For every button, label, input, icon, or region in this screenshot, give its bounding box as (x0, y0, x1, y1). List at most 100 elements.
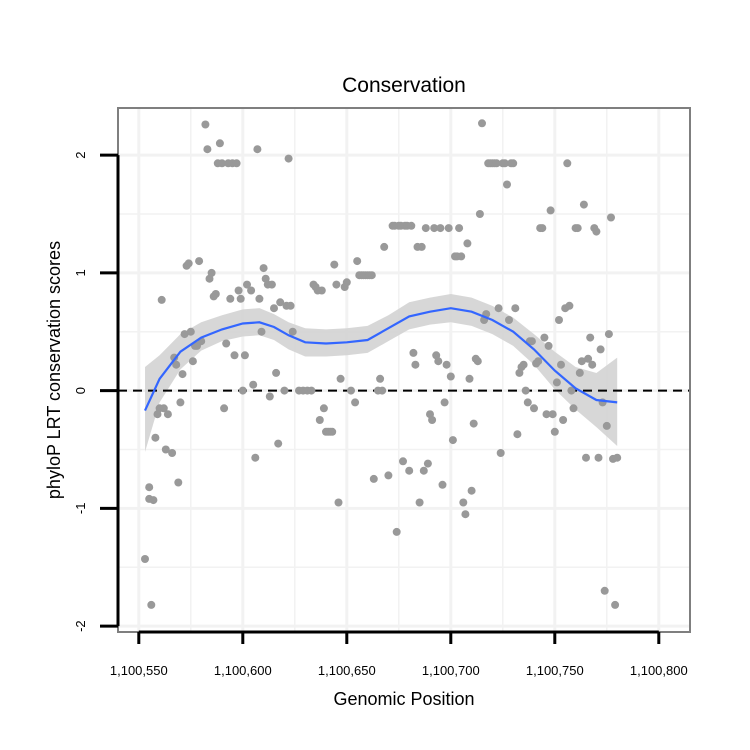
data-point (186, 327, 195, 336)
data-point (399, 457, 407, 466)
data-point (478, 119, 486, 128)
data-point (448, 436, 457, 445)
smooth-line-group (144, 307, 618, 412)
data-point (238, 386, 247, 395)
data-point (392, 527, 401, 536)
y-axis-label: phyloP LRT conservation scores (44, 241, 64, 499)
x-tick-label: 1,100,550 (110, 663, 168, 678)
data-point (288, 327, 297, 336)
data-point (459, 498, 468, 507)
data-point (317, 286, 326, 295)
data-point (336, 374, 345, 383)
data-point (168, 449, 177, 457)
data-point (319, 404, 328, 413)
data-point (147, 600, 156, 609)
data-point (511, 304, 520, 313)
data-point (163, 410, 172, 419)
data-point (575, 368, 584, 377)
data-point (265, 392, 274, 401)
y-tick-label: 1 (73, 269, 88, 276)
data-point (176, 398, 185, 407)
y-tick-label: -2 (73, 620, 88, 632)
data-point (461, 510, 470, 519)
data-point (559, 416, 568, 424)
data-point (380, 242, 389, 251)
data-point (446, 372, 455, 381)
data-point (211, 290, 220, 298)
data-point (513, 430, 522, 439)
data-point (330, 260, 339, 269)
data-point (159, 404, 168, 413)
points-group (141, 119, 622, 609)
data-point (328, 427, 337, 436)
y-tick-label: 2 (73, 151, 88, 158)
data-point (367, 271, 376, 280)
data-point (218, 159, 226, 168)
data-point (226, 294, 235, 303)
data-point (475, 210, 484, 218)
data-point (469, 419, 478, 428)
y-axis: -2 -1 0 1 2 (73, 151, 120, 632)
data-point (604, 330, 613, 339)
data-point (611, 600, 620, 609)
x-tick-label: 1,100,800 (630, 663, 688, 678)
data-point (509, 159, 518, 168)
data-point (594, 453, 603, 462)
data-point (534, 357, 543, 366)
data-point (467, 486, 476, 495)
data-point (270, 304, 278, 313)
data-point (421, 224, 430, 233)
data-point (473, 357, 482, 366)
data-point (565, 301, 574, 310)
data-point (405, 466, 414, 475)
data-point (602, 421, 611, 430)
x-tick-label: 1,100,750 (526, 663, 584, 678)
data-point (249, 380, 258, 389)
data-point (430, 224, 439, 233)
data-point (353, 257, 362, 266)
data-point (436, 224, 445, 233)
data-point (544, 341, 553, 350)
data-point (505, 316, 513, 324)
data-point (220, 404, 229, 413)
x-axis: 1,100,550 1,100,600 1,100,650 1,100,700 1,10… (110, 630, 688, 678)
data-point (588, 360, 597, 369)
x-tick-label: 1,100,650 (318, 663, 376, 678)
data-point (369, 474, 378, 483)
data-point (503, 180, 511, 189)
data-point (384, 471, 393, 480)
data-point (563, 159, 572, 168)
data-point (523, 398, 532, 407)
data-point (455, 224, 464, 233)
data-point (444, 224, 453, 233)
data-point (145, 483, 154, 492)
x-tick-label: 1,100,700 (422, 663, 480, 678)
data-point (307, 386, 316, 395)
data-point (188, 357, 197, 366)
data-point (613, 453, 622, 462)
data-point (234, 286, 243, 295)
data-point (342, 278, 351, 287)
data-point (465, 374, 474, 383)
data-point (253, 145, 262, 154)
data-point (174, 478, 183, 487)
data-point (286, 301, 295, 310)
data-point (438, 480, 447, 489)
data-point (463, 239, 472, 248)
data-point (573, 224, 582, 233)
data-point (236, 294, 245, 303)
data-point (280, 386, 289, 395)
data-point (240, 351, 249, 360)
data-point (550, 427, 559, 436)
data-point (222, 339, 231, 348)
data-point (492, 159, 501, 168)
data-point (417, 242, 426, 251)
y-tick-label: 0 (73, 387, 88, 394)
data-point (494, 304, 503, 313)
data-point (172, 360, 181, 369)
data-point (540, 333, 549, 342)
data-point (538, 224, 547, 233)
